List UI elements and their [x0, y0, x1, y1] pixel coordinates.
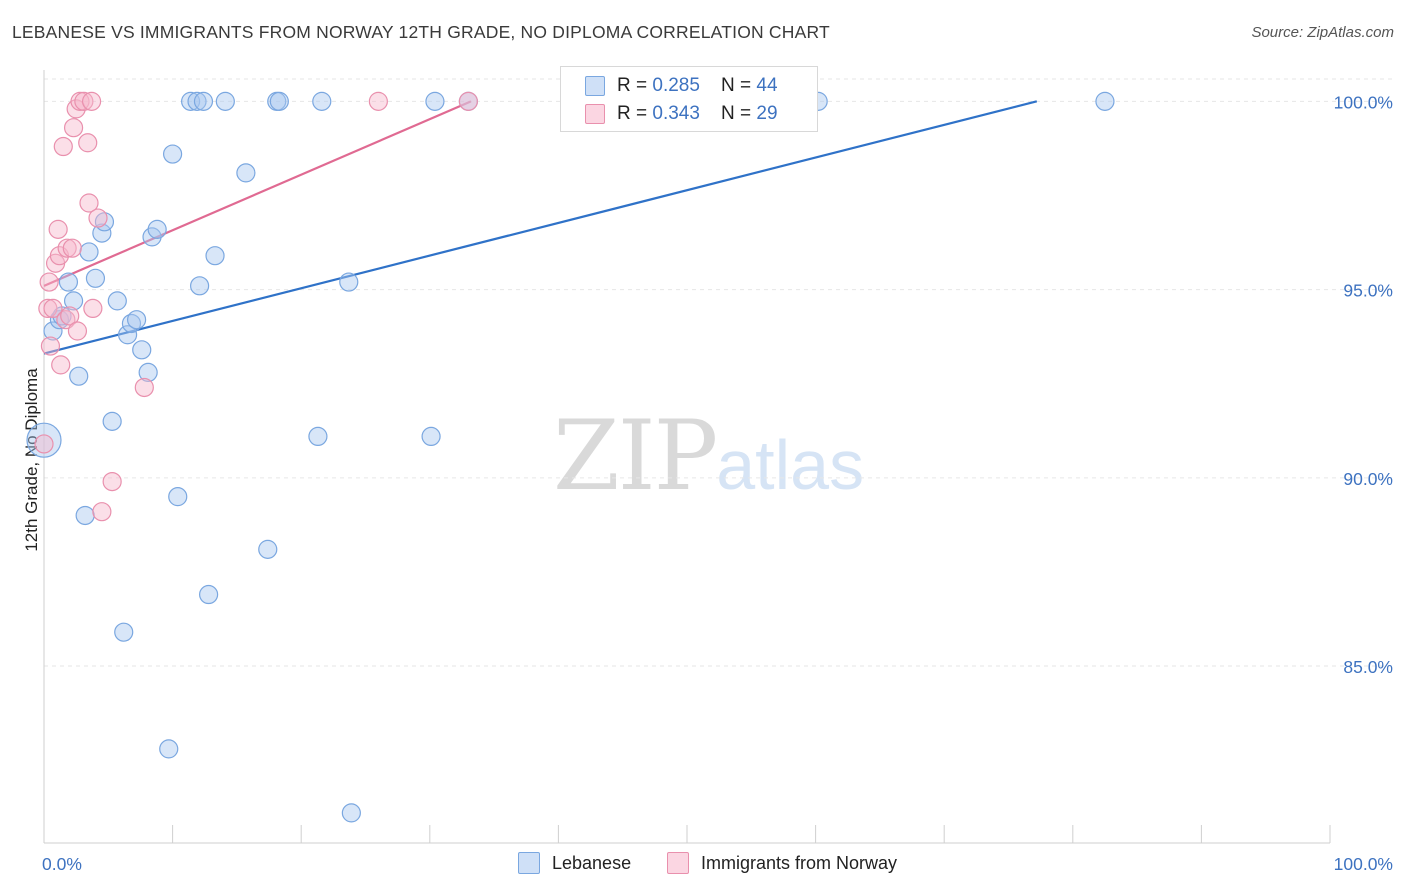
data-point-lebanese — [159, 739, 179, 759]
data-point-norway — [88, 208, 108, 228]
data-point-norway — [79, 193, 99, 213]
data-point-norway — [134, 377, 154, 398]
data-point-lebanese — [85, 268, 106, 288]
data-point-norway — [34, 434, 54, 454]
data-point-lebanese — [168, 487, 188, 507]
data-point-lebanese — [308, 426, 328, 447]
legend-swatch-lebanese — [585, 76, 605, 96]
data-point-norway — [67, 321, 88, 341]
data-point-lebanese — [190, 276, 210, 296]
watermark-atlas: atlas — [716, 426, 865, 504]
x-tick-label: 100.0% — [1334, 854, 1393, 874]
data-point-lebanese — [107, 291, 127, 311]
series-legend-norway: Immigrants from Norway — [667, 852, 897, 874]
y-tick-label: 85.0% — [1343, 657, 1393, 677]
data-point-norway — [92, 502, 112, 522]
data-point-lebanese — [102, 411, 122, 431]
data-point-norway — [53, 136, 73, 157]
x-tick-label: 0.0% — [42, 854, 82, 874]
legend-text: R = 0.285 N = 44 — [617, 75, 778, 96]
legend-swatch-norway — [585, 104, 605, 124]
data-point-lebanese — [69, 366, 89, 386]
chart-title: LEBANESE VS IMMIGRANTS FROM NORWAY 12TH … — [12, 22, 830, 42]
series-legend: Lebanese Immigrants from Norway — [0, 852, 1406, 876]
data-point-lebanese — [63, 291, 84, 311]
data-point-lebanese — [269, 91, 289, 111]
y-tick-label: 100.0% — [1334, 92, 1393, 112]
data-point-lebanese — [163, 144, 183, 164]
trend-line-lebanese — [43, 100, 1038, 355]
data-point-lebanese — [215, 91, 235, 111]
data-point-norway — [63, 118, 84, 138]
legend-row-lebanese: R = 0.285 N = 44 — [585, 73, 778, 99]
correlation-legend: R = 0.285 N = 44 R = 0.343 N = 29 — [560, 66, 818, 132]
data-point-norway — [40, 336, 61, 356]
data-point-lebanese — [193, 91, 214, 111]
axis-layer — [43, 70, 1331, 844]
data-point-norway — [39, 272, 59, 292]
data-point-lebanese — [138, 362, 158, 383]
data-point-lebanese — [147, 219, 167, 239]
data-point-norway — [62, 238, 82, 258]
data-point-norway — [57, 238, 77, 258]
data-point-lebanese — [43, 321, 63, 341]
y-tick-label: 95.0% — [1343, 281, 1393, 301]
data-point-lebanese — [58, 272, 79, 292]
data-point-lebanese — [1095, 91, 1115, 111]
data-point-lebanese — [26, 422, 62, 458]
data-point-norway — [38, 298, 58, 319]
data-point-lebanese — [425, 91, 445, 111]
y-tick-label: 90.0% — [1343, 469, 1393, 489]
data-point-lebanese — [121, 313, 142, 334]
data-point-norway — [56, 310, 76, 330]
data-point-lebanese — [187, 91, 207, 111]
data-point-norway — [51, 355, 71, 375]
series-legend-lebanese: Lebanese — [518, 852, 631, 874]
data-point-norway — [368, 91, 388, 111]
data-point-norway — [81, 91, 102, 111]
legend-row-norway: R = 0.343 N = 29 — [585, 101, 778, 127]
data-point-lebanese — [114, 622, 134, 642]
watermark: ZIPatlas — [553, 400, 864, 512]
data-point-norway — [78, 133, 98, 153]
data-point-norway — [74, 91, 94, 111]
data-point-lebanese — [75, 505, 95, 526]
data-point-lebanese — [312, 91, 332, 111]
data-point-lebanese — [341, 803, 361, 823]
series-label-lebanese: Lebanese — [552, 852, 632, 873]
series-swatch-lebanese — [518, 852, 540, 874]
data-point-norway — [458, 91, 478, 111]
data-point-norway — [83, 298, 103, 319]
trend-layer — [43, 100, 1038, 355]
data-point-lebanese — [92, 223, 112, 243]
tick-label-layer: 100.0% 95.0% 90.0% 85.0% 0.0% 100.0% — [42, 92, 1393, 874]
data-point-lebanese — [117, 325, 138, 345]
watermark-zip: ZIP — [553, 400, 718, 512]
data-point-lebanese — [126, 310, 147, 330]
chart-source: Source: ZipAtlas.com — [1251, 24, 1394, 41]
data-point-lebanese — [236, 163, 256, 183]
data-point-lebanese — [79, 242, 99, 262]
data-point-lebanese — [421, 426, 441, 447]
data-point-norway — [48, 219, 68, 239]
data-point-lebanese — [199, 584, 219, 605]
data-point-lebanese — [339, 272, 359, 292]
data-point-norway — [43, 298, 63, 319]
series-label-norway: Immigrants from Norway — [701, 852, 898, 873]
data-point-norway — [60, 306, 80, 326]
data-point-lebanese — [132, 340, 152, 360]
data-point-norway — [102, 471, 122, 492]
data-point-lebanese — [258, 539, 278, 559]
trend-line-norway — [43, 100, 472, 287]
legend-text: R = 0.343 N = 29 — [617, 103, 778, 124]
point-layer — [26, 91, 1115, 823]
series-swatch-norway — [667, 852, 689, 874]
data-point-lebanese — [205, 246, 225, 266]
